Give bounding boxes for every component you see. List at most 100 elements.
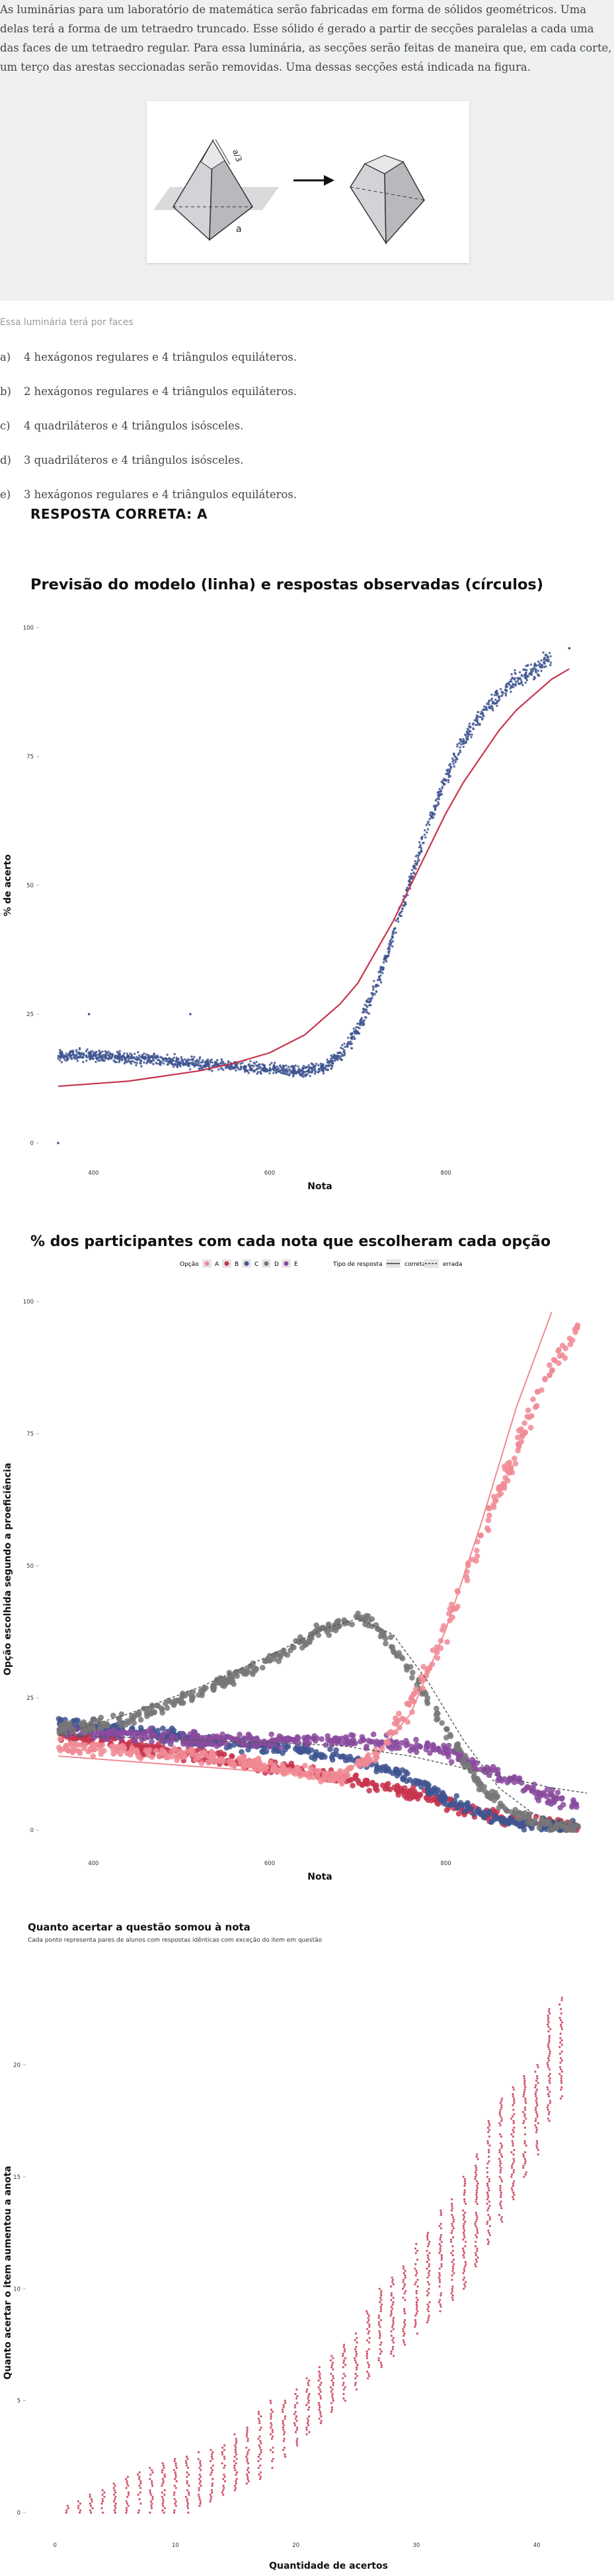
data-point [365, 1004, 368, 1007]
data-point-a [569, 1337, 576, 1343]
data-point [68, 1052, 71, 1055]
legend-option-title: Opção [180, 1261, 199, 1268]
data-point [500, 2195, 502, 2198]
data-point [200, 2484, 202, 2487]
data-point [287, 1074, 289, 1076]
option-c[interactable]: c) 4 quadriláteros e 4 triângulos isóscel… [0, 420, 243, 432]
data-point-a [512, 1461, 519, 1467]
option-e[interactable]: e) 3 hexágonos regulares e 4 triângulos e… [0, 488, 297, 501]
data-point-e [427, 1750, 433, 1756]
data-point-d [403, 1663, 410, 1670]
data-point-a [430, 1647, 436, 1653]
data-point-a [201, 1749, 208, 1755]
data-point-d [249, 1669, 255, 1675]
option-a[interactable]: a) 4 hexágonos regulares e 4 triângulos e… [0, 351, 297, 363]
data-point [391, 945, 394, 948]
data-point [379, 971, 382, 974]
data-point [531, 667, 534, 671]
data-point [221, 2453, 223, 2456]
data-point [415, 2297, 418, 2299]
data-point [440, 2213, 442, 2217]
data-point [210, 2455, 213, 2458]
data-point-a [193, 1756, 199, 1763]
data-point [271, 2460, 274, 2462]
data-point [137, 2511, 139, 2514]
data-point [428, 2314, 430, 2317]
data-point [379, 2343, 382, 2346]
data-point [426, 2238, 429, 2241]
data-point [270, 2417, 272, 2420]
data-point [245, 2435, 248, 2438]
data-point [465, 2263, 467, 2265]
data-point [416, 2285, 419, 2288]
data-point [235, 2478, 238, 2480]
data-point [510, 2133, 513, 2136]
data-point-a [533, 1403, 540, 1409]
data-point [235, 2458, 238, 2460]
data-point [174, 2462, 177, 2465]
option-text: 3 quadriláteros e 4 triângulos isósceles… [24, 454, 244, 466]
data-point [261, 1063, 264, 1066]
data-point-d [547, 1827, 553, 1833]
data-point-a [474, 1553, 480, 1559]
data-point [186, 2498, 188, 2501]
data-point-e [227, 1734, 233, 1741]
option-b[interactable]: b) 2 hexágonos regulares e 4 triângulos e… [0, 385, 297, 398]
data-point [481, 712, 484, 714]
model-line [58, 668, 570, 1087]
data-point [188, 2473, 190, 2476]
data-point [451, 2225, 454, 2227]
data-point [381, 966, 384, 969]
data-point [548, 2034, 551, 2038]
data-point-d [555, 1821, 561, 1827]
data-point [486, 2182, 489, 2185]
data-point [319, 2390, 322, 2393]
data-point [523, 2126, 526, 2129]
data-point [513, 2169, 516, 2172]
data-point-e [544, 1786, 551, 1792]
data-point [391, 940, 395, 943]
measure-tick [215, 139, 231, 165]
data-point [548, 2039, 551, 2042]
data-point [375, 990, 378, 994]
data-point [463, 742, 465, 745]
data-point [259, 2464, 262, 2467]
data-point [366, 2339, 369, 2341]
data-point [317, 1071, 319, 1074]
data-point [379, 967, 382, 971]
data-point [408, 881, 411, 883]
data-point [414, 2263, 417, 2265]
data-point [549, 2090, 551, 2093]
data-point [560, 2068, 562, 2071]
data-point [227, 1060, 230, 1063]
data-point [162, 2500, 165, 2503]
option-d[interactable]: d) 3 quadriláteros e 4 triângulos isóscel… [0, 454, 243, 466]
legend-type-title: Tipo de resposta [332, 1261, 383, 1268]
data-point-a [547, 1372, 553, 1378]
data-point [488, 2218, 491, 2221]
data-point [482, 714, 484, 716]
data-point [547, 2093, 550, 2096]
data-point [173, 2469, 175, 2472]
data-point [293, 2424, 296, 2427]
data-point [428, 2240, 431, 2243]
data-point [519, 682, 522, 685]
data-point [549, 2077, 551, 2080]
data-point [522, 2155, 525, 2158]
data-point [523, 2142, 526, 2145]
truncated-left-face [350, 163, 387, 245]
data-point-a [280, 1761, 286, 1768]
data-point-d [443, 1726, 449, 1732]
data-point [350, 1047, 353, 1050]
data-point [391, 2303, 394, 2306]
data-point-c [424, 1785, 431, 1791]
data-point-d [117, 1720, 124, 1726]
data-point [428, 823, 431, 827]
data-point-a [372, 1747, 378, 1753]
data-point [416, 862, 418, 864]
data-point [283, 2447, 286, 2449]
data-point [500, 2216, 503, 2219]
data-point [416, 2299, 419, 2301]
data-point [410, 876, 414, 879]
data-point [534, 2124, 537, 2127]
